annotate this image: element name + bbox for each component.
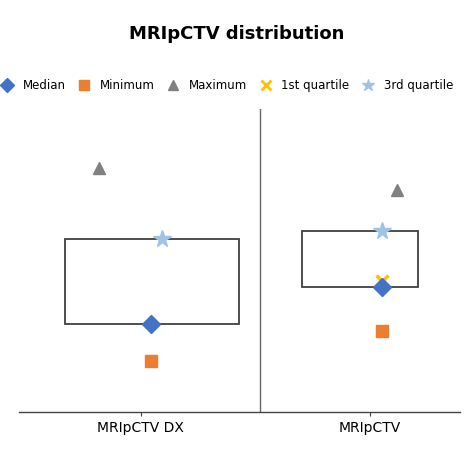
Bar [65,238,239,324]
Legend: Median, Minimum, Maximum, 1st quartile, 3rd quartile: Median, Minimum, Maximum, 1st quartile, … [0,74,458,97]
Bar [302,231,418,287]
Text: MRIpCTV distribution: MRIpCTV distribution [129,25,345,43]
